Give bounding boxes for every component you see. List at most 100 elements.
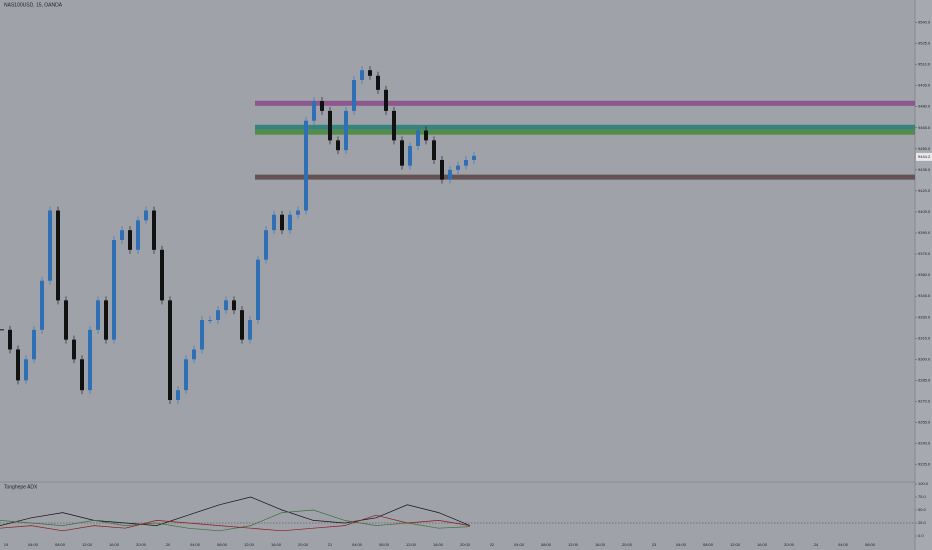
- y-tick-label: 50.0: [918, 507, 927, 512]
- x-tick-label: 12:00: [730, 542, 741, 547]
- y-tick-label: 9300.0: [918, 356, 931, 361]
- y-tick-label: 9240.0: [918, 441, 931, 446]
- y-tick-label: 25.0: [918, 520, 927, 525]
- y-tick-label: 9405.0: [918, 209, 931, 214]
- x-tick-label: 08:00: [217, 542, 228, 547]
- candle: [144, 210, 148, 221]
- x-tick-label: 16:00: [271, 542, 282, 547]
- candle: [384, 89, 388, 111]
- indicator-title: Tonghepe ADX: [4, 484, 38, 490]
- price-axis: [915, 0, 932, 550]
- candle: [88, 329, 92, 391]
- candle: [392, 110, 396, 141]
- x-tick-label: 04:00: [838, 542, 849, 547]
- candle: [112, 240, 116, 340]
- candle: [8, 329, 12, 350]
- candle: [352, 80, 356, 111]
- candle: [216, 310, 220, 320]
- candle: [80, 359, 84, 391]
- candle: [360, 70, 364, 80]
- y-tick-label: 75.0: [918, 494, 927, 499]
- candle: [272, 214, 276, 231]
- candle: [224, 300, 228, 311]
- candle: [160, 249, 164, 301]
- x-tick-label: 04:00: [352, 542, 363, 547]
- candle: [320, 101, 324, 111]
- indicator-line: [0, 496, 471, 526]
- y-tick-label: 9375.0: [918, 251, 931, 256]
- candle: [176, 390, 180, 400]
- x-tick-label: 12:00: [568, 542, 579, 547]
- y-tick-label: 0.0: [918, 533, 924, 538]
- x-tick-label: 04:00: [676, 542, 687, 547]
- candle: [248, 320, 252, 340]
- last-price-label: 9444.2: [918, 154, 931, 159]
- candle: [264, 230, 268, 260]
- y-tick-label: 9420.0: [918, 188, 931, 193]
- x-tick-label: 16:00: [433, 542, 444, 547]
- x-tick-label: 08:00: [379, 542, 390, 547]
- last-price-tag: [916, 152, 932, 161]
- x-tick-label: 12:00: [244, 542, 255, 547]
- y-tick-label: 9360.0: [918, 272, 931, 277]
- x-tick-label: 21: [328, 542, 333, 547]
- x-tick-label: 04:00: [190, 542, 201, 547]
- candle: [56, 210, 60, 301]
- candle: [168, 300, 172, 400]
- candle: [416, 130, 420, 146]
- y-tick-label: 9315.0: [918, 335, 931, 340]
- candle: [40, 280, 44, 330]
- x-tick-label: 08:00: [55, 542, 66, 547]
- candle: [448, 169, 452, 180]
- candle: [312, 101, 316, 121]
- candle: [288, 214, 292, 231]
- candle: [424, 130, 428, 141]
- candle: [24, 359, 28, 381]
- candle: [232, 300, 236, 311]
- candle: [96, 300, 100, 330]
- candle: [440, 160, 444, 180]
- indicator-line: [0, 514, 471, 532]
- chart-title: NAS100USD, 15, OANDA: [4, 2, 63, 8]
- x-tick-label: 12:00: [82, 542, 93, 547]
- x-tick-label: 20:00: [784, 542, 795, 547]
- candle: [344, 110, 348, 151]
- candle: [400, 140, 404, 166]
- level-line: [255, 129, 915, 135]
- y-tick-label: 9450.0: [918, 146, 931, 151]
- level-line: [255, 100, 915, 106]
- candle: [120, 230, 124, 240]
- y-tick-label: 9480.0: [918, 104, 931, 109]
- x-tick-label: 12:00: [406, 542, 417, 547]
- candle: [328, 110, 332, 141]
- x-tick-label: 16:00: [109, 542, 120, 547]
- x-tick-label: 04:00: [28, 542, 39, 547]
- x-tick-label: 20:00: [622, 542, 633, 547]
- level-line: [255, 124, 915, 130]
- y-tick-label: 9435.0: [918, 167, 931, 172]
- candle: [240, 310, 244, 340]
- candle: [16, 349, 20, 381]
- candle: [336, 140, 340, 151]
- y-tick-label: 9540.0: [918, 20, 931, 25]
- candle: [376, 75, 380, 90]
- y-tick-label: 9270.0: [918, 398, 931, 403]
- candle: [184, 359, 188, 391]
- x-tick-label: 23: [652, 542, 657, 547]
- y-tick-label: 9510.0: [918, 62, 931, 67]
- candle: [48, 210, 52, 281]
- x-tick-label: 20:00: [298, 542, 309, 547]
- candle: [152, 210, 156, 250]
- y-tick-label: 9495.0: [918, 83, 931, 88]
- candle: [296, 210, 300, 215]
- candle: [432, 140, 436, 160]
- x-tick-label: 22: [490, 542, 495, 547]
- candle: [256, 259, 260, 320]
- candle: [368, 70, 372, 76]
- x-tick-label: 20:00: [460, 542, 471, 547]
- x-tick-label: 08:00: [865, 542, 876, 547]
- x-tick-label: 19: [4, 542, 9, 547]
- y-tick-label: 9225.0: [918, 462, 931, 467]
- candle: [128, 230, 132, 250]
